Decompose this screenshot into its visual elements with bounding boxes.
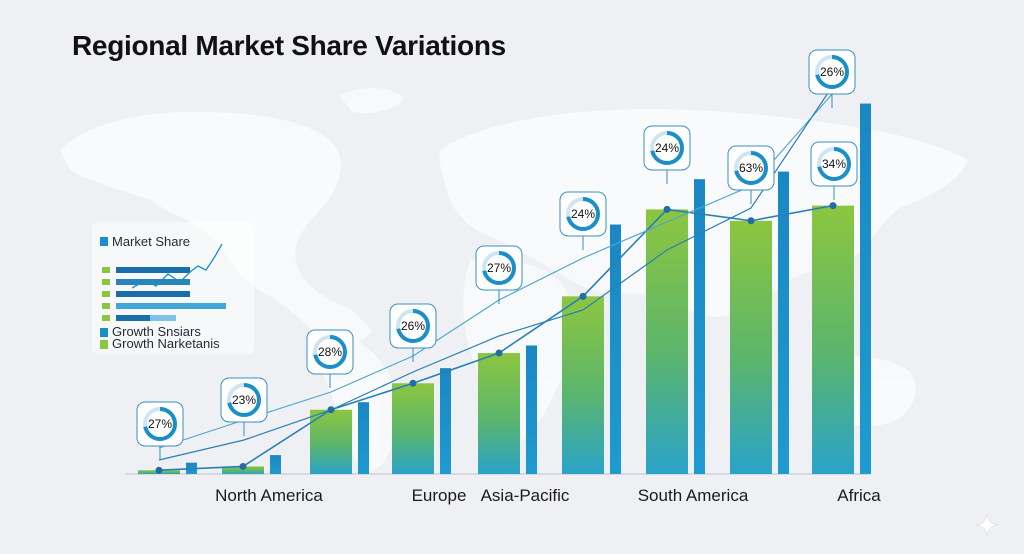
badge-ring-value bbox=[650, 131, 684, 165]
category-label: North America bbox=[215, 486, 323, 505]
category-label: Europe bbox=[412, 486, 467, 505]
badge-7: 63% bbox=[727, 145, 775, 204]
line-marker bbox=[327, 406, 335, 414]
bar-green bbox=[222, 466, 264, 474]
badge-label: 26% bbox=[820, 65, 844, 79]
bar-blue bbox=[694, 179, 705, 474]
sparkle-icon bbox=[976, 514, 998, 536]
bar-blue bbox=[440, 368, 451, 474]
legend-bar bbox=[116, 291, 190, 297]
bar-green bbox=[478, 353, 520, 474]
bar-blue bbox=[610, 224, 621, 474]
badge-label: 63% bbox=[739, 161, 763, 175]
badge-ring-value bbox=[566, 197, 600, 231]
bar-blue bbox=[358, 402, 369, 474]
legend-swatch-market-share bbox=[100, 237, 108, 246]
line-marker bbox=[239, 462, 247, 470]
bar-green bbox=[730, 220, 772, 474]
badge-label: 27% bbox=[148, 417, 172, 431]
legend-bar bbox=[116, 267, 190, 273]
badge-label: 34% bbox=[822, 157, 846, 171]
bar-blue bbox=[526, 345, 537, 474]
line-marker bbox=[495, 349, 503, 357]
bar-green bbox=[392, 383, 434, 474]
legend-label-growth-1: Growth Snsiars bbox=[112, 324, 201, 339]
legend-tick bbox=[102, 303, 110, 309]
legend-bar bbox=[150, 315, 176, 321]
bar-green bbox=[562, 296, 604, 474]
badge-label: 23% bbox=[232, 393, 256, 407]
bar-green bbox=[646, 209, 688, 474]
legend: Market Share Growth Snsiars Growth Narke… bbox=[92, 222, 254, 354]
legend-label-growth-2: Growth Narketanis bbox=[112, 336, 220, 351]
legend-bar bbox=[116, 279, 190, 285]
badge-1: 23% bbox=[220, 377, 268, 436]
badge-8: 34% bbox=[810, 141, 858, 200]
badge-top: 26% bbox=[808, 49, 856, 108]
badge-label: 26% bbox=[401, 319, 425, 333]
line-marker bbox=[829, 202, 837, 210]
badge-3: 26% bbox=[389, 303, 437, 362]
bar-green bbox=[812, 205, 854, 474]
badge-2: 28% bbox=[306, 329, 354, 388]
legend-tick bbox=[102, 291, 110, 297]
category-label: South America bbox=[638, 486, 749, 505]
legend-bar bbox=[116, 303, 226, 309]
badge-ring-value bbox=[817, 147, 851, 181]
bar-blue bbox=[860, 103, 871, 474]
badge-0: 27% bbox=[136, 401, 184, 460]
badge-ring-value bbox=[734, 151, 768, 185]
badge-label: 27% bbox=[487, 261, 511, 275]
bar-green bbox=[310, 409, 352, 474]
trend-line-secondary bbox=[158, 83, 835, 461]
legend-tick bbox=[102, 315, 110, 321]
badge-ring-value bbox=[815, 55, 849, 89]
badge-label: 24% bbox=[655, 141, 679, 155]
legend-label-market-share: Market Share bbox=[112, 234, 191, 249]
line-marker bbox=[747, 217, 755, 225]
legend-tick bbox=[102, 279, 110, 285]
badge-5: 24% bbox=[559, 191, 607, 250]
badge-ring-value bbox=[313, 335, 347, 369]
category-label: Africa bbox=[837, 486, 881, 505]
badge-4: 27% bbox=[475, 245, 523, 304]
line-marker bbox=[663, 205, 671, 213]
legend-bar bbox=[116, 315, 150, 321]
badge-ring-value bbox=[227, 383, 261, 417]
line-marker bbox=[155, 466, 163, 474]
category-label: Asia-Pacific bbox=[481, 486, 570, 505]
chart-title: Regional Market Share Variations bbox=[72, 30, 506, 61]
bar-blue bbox=[778, 171, 789, 474]
line-marker bbox=[579, 292, 587, 300]
legend-swatch-growth-2 bbox=[100, 340, 108, 349]
legend-sparkline bbox=[132, 243, 223, 289]
badge-label: 28% bbox=[318, 345, 342, 359]
badge-ring-value bbox=[143, 407, 177, 441]
badge-6: 24% bbox=[643, 125, 691, 184]
badge-ring-value bbox=[482, 251, 516, 285]
legend-swatch-growth-1 bbox=[100, 328, 108, 337]
legend-tick bbox=[102, 267, 110, 273]
badge-label: 24% bbox=[571, 207, 595, 221]
bar-blue bbox=[270, 455, 281, 474]
badge-ring-value bbox=[396, 309, 430, 343]
line-marker bbox=[409, 379, 417, 387]
